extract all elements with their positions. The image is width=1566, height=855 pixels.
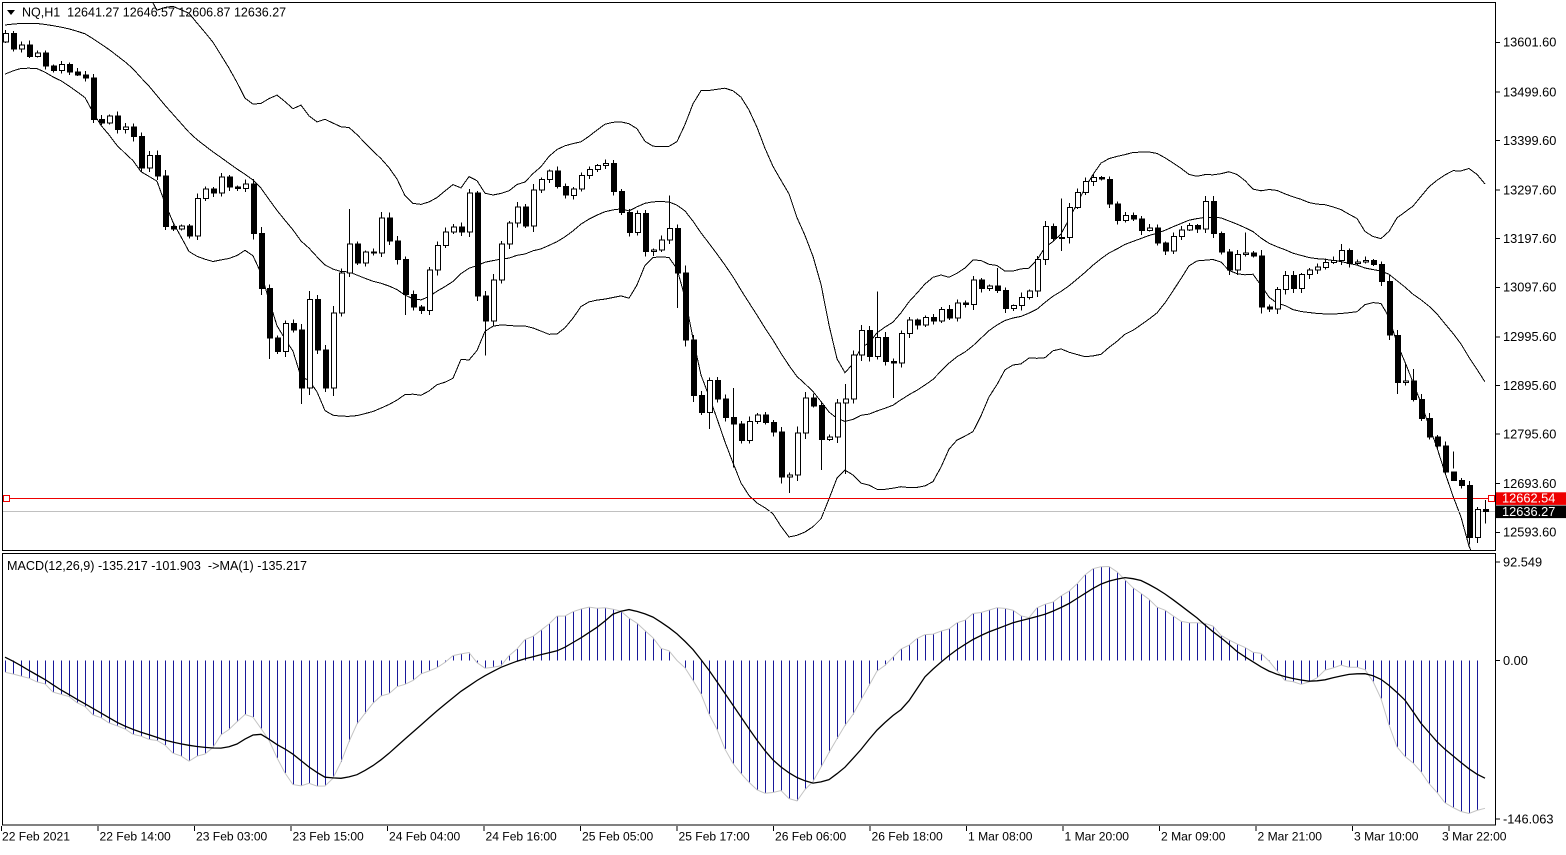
svg-text:13399.60: 13399.60 (1503, 133, 1556, 148)
svg-text:26 Feb 06:00: 26 Feb 06:00 (775, 830, 847, 844)
svg-text:2 Mar 09:00: 2 Mar 09:00 (1161, 830, 1226, 844)
svg-text:13197.60: 13197.60 (1503, 231, 1556, 246)
svg-text:1 Mar 20:00: 1 Mar 20:00 (1065, 830, 1130, 844)
svg-text:-146.063: -146.063 (1503, 811, 1554, 826)
svg-text:26 Feb 18:00: 26 Feb 18:00 (872, 830, 944, 844)
svg-text:22 Feb 2021: 22 Feb 2021 (2, 830, 70, 844)
svg-text:13499.60: 13499.60 (1503, 84, 1556, 99)
svg-text:12636.27: 12636.27 (1502, 504, 1555, 519)
svg-text:24 Feb 16:00: 24 Feb 16:00 (486, 830, 558, 844)
svg-text:1 Mar 08:00: 1 Mar 08:00 (968, 830, 1033, 844)
svg-text:12662.54: 12662.54 (1502, 491, 1555, 506)
svg-text:12693.60: 12693.60 (1503, 476, 1556, 491)
svg-text:92.549: 92.549 (1503, 554, 1542, 569)
svg-text:23 Feb 03:00: 23 Feb 03:00 (196, 830, 268, 844)
svg-text:NQ,H1 12641.27 12646.57 12606: NQ,H1 12641.27 12646.57 12606.87 12636.2… (22, 6, 286, 20)
svg-text:12795.60: 12795.60 (1503, 426, 1556, 441)
svg-text:MACD(12,26,9) -135.217 -101.90: MACD(12,26,9) -135.217 -101.903 ->MA(1) … (7, 559, 307, 573)
svg-text:13601.60: 13601.60 (1503, 35, 1556, 50)
svg-text:12593.60: 12593.60 (1503, 525, 1556, 540)
svg-text:0.00: 0.00 (1503, 653, 1528, 668)
svg-text:12995.60: 12995.60 (1503, 329, 1556, 344)
svg-text:23 Feb 15:00: 23 Feb 15:00 (293, 830, 365, 844)
svg-text:2 Mar 21:00: 2 Mar 21:00 (1258, 830, 1323, 844)
svg-text:13097.60: 13097.60 (1503, 280, 1556, 295)
svg-text:25 Feb 17:00: 25 Feb 17:00 (679, 830, 751, 844)
svg-text:22 Feb 14:00: 22 Feb 14:00 (100, 830, 172, 844)
svg-text:13297.60: 13297.60 (1503, 182, 1556, 197)
svg-text:12895.60: 12895.60 (1503, 378, 1556, 393)
svg-text:3 Mar 22:00: 3 Mar 22:00 (1442, 830, 1507, 844)
svg-text:3 Mar 10:00: 3 Mar 10:00 (1354, 830, 1419, 844)
svg-text:24 Feb 04:00: 24 Feb 04:00 (389, 830, 461, 844)
svg-text:25 Feb 05:00: 25 Feb 05:00 (582, 830, 654, 844)
